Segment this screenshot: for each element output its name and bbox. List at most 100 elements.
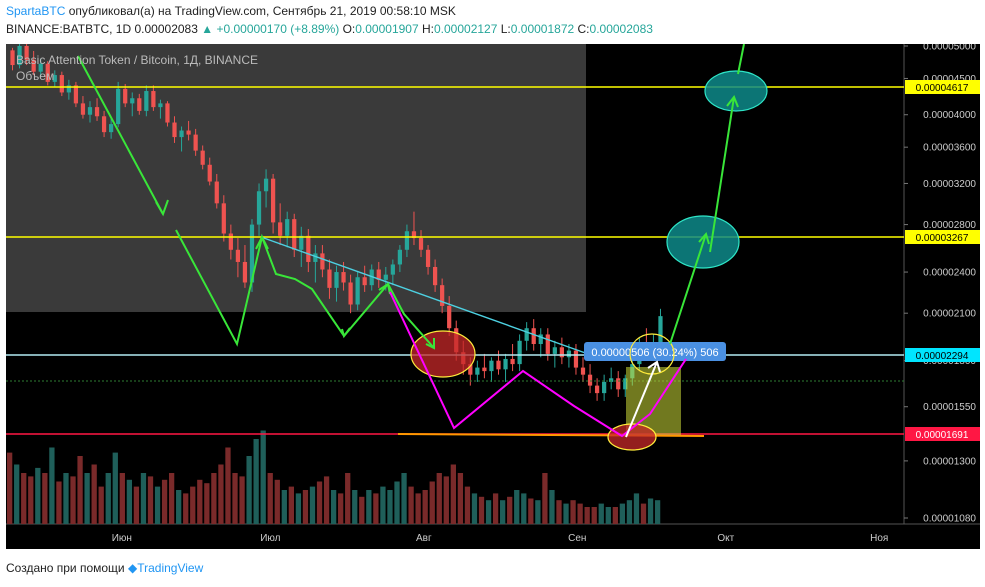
publish-text: опубликовал(а) на TradingView.com, Сентя… bbox=[68, 4, 456, 18]
volume-bar bbox=[633, 493, 640, 524]
tradingview-logo-icon[interactable]: ◆ bbox=[127, 561, 138, 575]
author-link[interactable]: SpartaBTC bbox=[6, 4, 66, 18]
downtrend-arrows[interactable] bbox=[77, 55, 435, 350]
price-tag-text-2: 0.00003267 bbox=[916, 233, 969, 244]
candle-body bbox=[144, 91, 149, 111]
candle-body bbox=[193, 134, 198, 151]
candle-body bbox=[285, 219, 290, 236]
volume-bar bbox=[394, 481, 400, 524]
candle-body bbox=[609, 378, 614, 382]
price-tick-label: 0.00005000 bbox=[923, 44, 976, 53]
price-tick-label: 0.00002800 bbox=[923, 220, 976, 231]
volume-bar bbox=[429, 481, 435, 524]
candle-body bbox=[348, 282, 353, 305]
candle-body bbox=[228, 233, 233, 250]
last-price: 0.00002083 bbox=[134, 22, 198, 36]
target-ellipse-2[interactable] bbox=[704, 70, 768, 112]
volume-bar bbox=[443, 476, 449, 524]
candle-body bbox=[292, 219, 297, 250]
volume-bar bbox=[563, 503, 569, 524]
pattern-lines[interactable] bbox=[389, 291, 687, 438]
candle-body bbox=[158, 103, 163, 108]
volume-bar bbox=[521, 493, 527, 524]
legend-title[interactable]: Basic Attention Token / Bitcoin, 1Д, BIN… bbox=[16, 53, 259, 67]
price-tag-yellow-2 bbox=[905, 230, 980, 244]
candle-body bbox=[45, 63, 50, 82]
volume-bar bbox=[584, 507, 590, 524]
volume-bar bbox=[323, 476, 330, 524]
candle-body bbox=[38, 63, 43, 72]
candle-body bbox=[559, 347, 564, 358]
candle-body bbox=[468, 364, 473, 375]
candle-body bbox=[489, 360, 494, 372]
candle-body bbox=[327, 269, 332, 288]
volume-bar bbox=[246, 456, 252, 524]
volume-bar bbox=[492, 493, 499, 524]
volume-bar bbox=[77, 456, 83, 524]
measure-label: 0.00000506 (30.24%) 506 bbox=[591, 347, 718, 359]
candle-body bbox=[306, 235, 311, 262]
candle-body bbox=[214, 181, 219, 204]
price-tick-label: 0.00002100 bbox=[923, 309, 976, 320]
volume-bar bbox=[288, 486, 295, 524]
candle-body bbox=[587, 374, 593, 386]
candle-body bbox=[369, 269, 374, 286]
descending-trendline[interactable] bbox=[260, 236, 592, 356]
candle-body bbox=[616, 378, 621, 390]
close-value: 0.00002083 bbox=[589, 22, 653, 36]
volume-bar bbox=[49, 447, 55, 524]
candle-body bbox=[130, 98, 135, 104]
volume-bar bbox=[112, 452, 118, 524]
volume-bar bbox=[7, 452, 13, 524]
candle-body bbox=[242, 261, 248, 283]
candle-body bbox=[80, 103, 86, 115]
breakout-arrowhead bbox=[647, 360, 661, 373]
volume-bar bbox=[168, 473, 175, 524]
volume-bar bbox=[514, 490, 520, 524]
candle-body bbox=[24, 46, 29, 60]
sell-zone-ellipse[interactable] bbox=[410, 330, 476, 378]
price-tick-label: 0.00004500 bbox=[923, 74, 976, 85]
highlight-zone bbox=[6, 44, 586, 312]
target-arrows[interactable] bbox=[669, 44, 745, 345]
candle-body bbox=[552, 347, 557, 354]
candle-body bbox=[623, 378, 628, 390]
volume-bar bbox=[260, 430, 266, 524]
volume-bar bbox=[309, 486, 316, 524]
volume-bar bbox=[14, 464, 20, 524]
footer: Создано при помощи ◆TradingView bbox=[6, 561, 203, 575]
candle-body bbox=[341, 272, 346, 283]
up-arrow-icon: ▲ bbox=[201, 22, 214, 36]
candle-body bbox=[566, 350, 572, 358]
volume-bar bbox=[267, 473, 273, 524]
tradingview-link[interactable]: TradingView bbox=[137, 561, 204, 575]
candle-body bbox=[256, 191, 262, 225]
candle-body bbox=[355, 277, 360, 305]
price-tag-cyan bbox=[905, 348, 980, 362]
candle-body bbox=[66, 85, 71, 93]
volume-bar bbox=[154, 486, 161, 524]
breakout-arrow[interactable] bbox=[625, 361, 658, 438]
volume-bar bbox=[500, 500, 506, 524]
symbol-label: BINANCE:BATBTC, 1D bbox=[6, 22, 132, 36]
candle-body bbox=[573, 350, 579, 368]
price-axis[interactable] bbox=[904, 44, 980, 549]
volume-bar bbox=[161, 479, 168, 524]
candle-body bbox=[524, 328, 529, 341]
price-tick-label: 0.00001550 bbox=[923, 402, 976, 413]
measure-label-box bbox=[584, 342, 726, 361]
candle-body bbox=[249, 224, 255, 283]
candle-body bbox=[482, 367, 487, 372]
price-chart[interactable]: 0.00000506 (30.24%) 506 bbox=[6, 44, 980, 549]
symbol-info: BINANCE:BATBTC, 1D 0.00002083 ▲ +0.00000… bbox=[6, 22, 653, 36]
price-tick-label: 0.00003600 bbox=[923, 143, 976, 154]
volume-bar bbox=[605, 507, 611, 524]
chart-canvas[interactable]: 0.00000506 (30.24%) 506 bbox=[6, 44, 980, 549]
volume-bar bbox=[295, 493, 302, 524]
volume-bar bbox=[204, 483, 210, 524]
volume-bar bbox=[570, 500, 576, 524]
volume-bar bbox=[436, 473, 442, 524]
volume-bar bbox=[478, 496, 485, 524]
legend-volume[interactable]: Объем bbox=[16, 69, 55, 83]
volume-bar bbox=[105, 473, 111, 524]
